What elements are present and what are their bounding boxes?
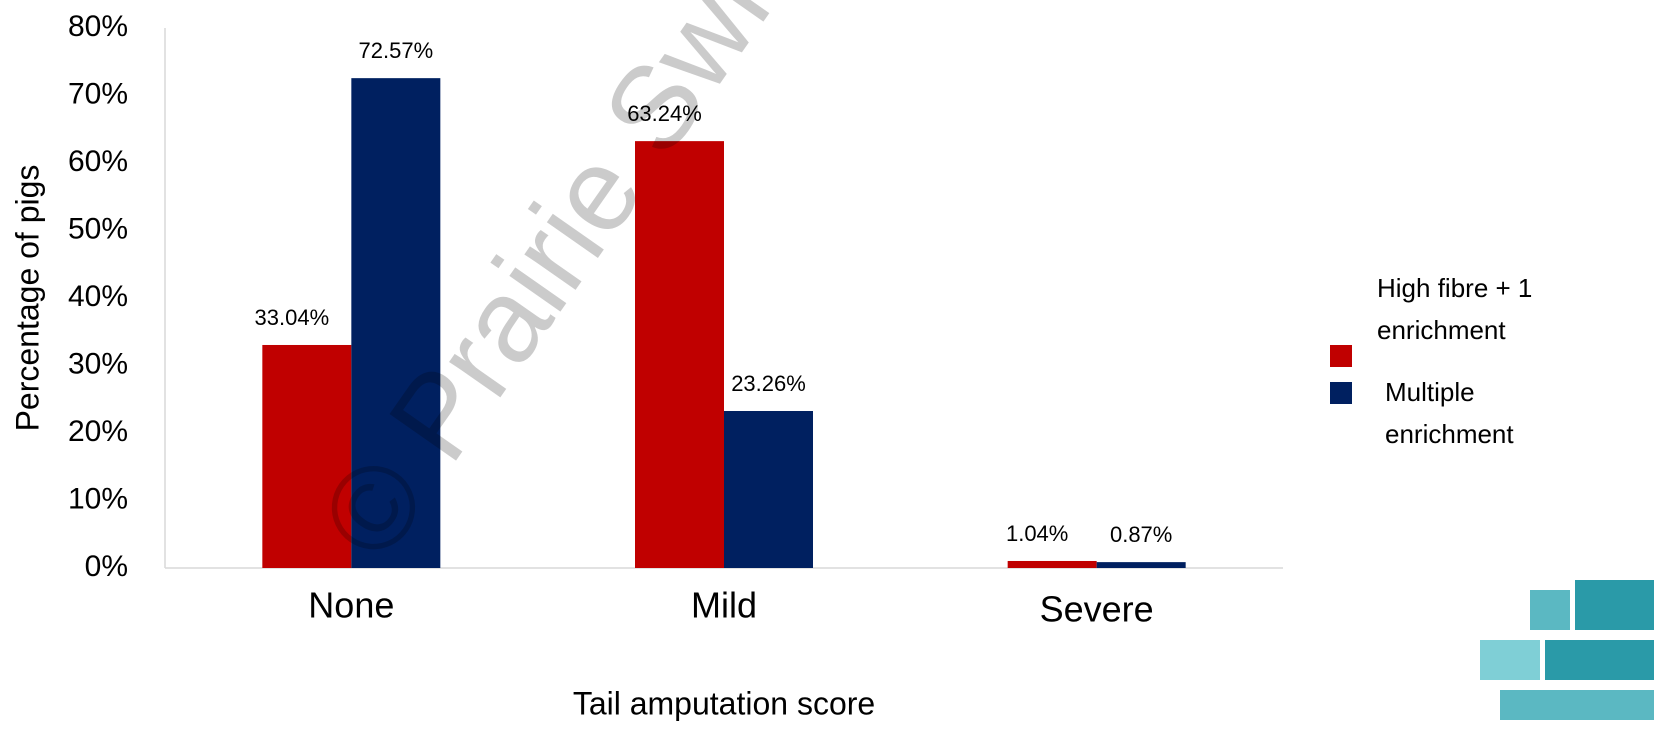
y-tick-label: 0% bbox=[85, 550, 128, 583]
legend-label: High fibre + 1 enrichment bbox=[1377, 273, 1533, 345]
x-tick-label: Severe bbox=[1040, 589, 1154, 630]
y-tick-label: 80% bbox=[68, 10, 128, 43]
y-tick-label: 60% bbox=[68, 145, 128, 178]
x-tick-label: Mild bbox=[691, 585, 757, 626]
y-tick-label: 50% bbox=[68, 212, 128, 245]
y-tick-label: 10% bbox=[68, 482, 128, 515]
x-tick-label: None bbox=[308, 585, 394, 626]
value-label: 33.04% bbox=[255, 305, 330, 330]
logo-block bbox=[1500, 690, 1654, 720]
value-label: 72.57% bbox=[359, 38, 434, 63]
bar bbox=[724, 410, 813, 568]
legend-swatch bbox=[1330, 345, 1352, 367]
logo-block bbox=[1575, 580, 1654, 630]
y-tick-label: 20% bbox=[68, 415, 128, 448]
bar bbox=[1007, 560, 1097, 568]
y-tick-label: 40% bbox=[68, 280, 128, 313]
bar bbox=[262, 344, 352, 568]
bar bbox=[1096, 562, 1186, 568]
logo-block bbox=[1530, 590, 1570, 630]
logo bbox=[1480, 580, 1654, 720]
value-label: 63.24% bbox=[627, 101, 702, 126]
bar bbox=[635, 141, 724, 568]
value-label: 1.04% bbox=[1006, 521, 1068, 546]
logo-block bbox=[1545, 640, 1654, 680]
bar bbox=[351, 78, 441, 568]
legend-swatch bbox=[1330, 382, 1352, 404]
value-label: 23.26% bbox=[731, 371, 806, 396]
y-axis-title: Percentage of pigs bbox=[9, 165, 45, 432]
logo-block bbox=[1480, 640, 1540, 680]
value-label: 0.87% bbox=[1110, 522, 1172, 547]
y-tick-label: 30% bbox=[68, 347, 128, 380]
x-axis-title: Tail amputation score bbox=[573, 685, 875, 721]
legend-label: Multiple enrichment bbox=[1385, 377, 1514, 449]
y-tick-label: 70% bbox=[68, 77, 128, 110]
